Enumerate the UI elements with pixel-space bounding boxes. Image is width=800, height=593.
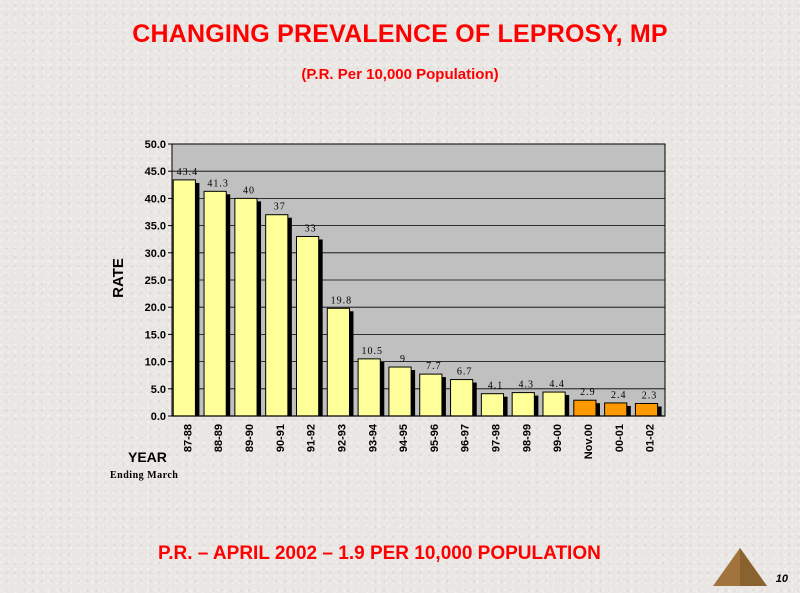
bar-value-label: 41.3 bbox=[207, 178, 229, 189]
bar bbox=[450, 379, 474, 417]
bar bbox=[234, 197, 258, 417]
bar-value-label: 2.4 bbox=[611, 390, 627, 401]
bar-value-label: 4.4 bbox=[549, 379, 565, 390]
bar-value-label: 40 bbox=[243, 185, 255, 196]
y-tick-label: 25.0 bbox=[145, 275, 166, 287]
bar bbox=[265, 214, 289, 417]
x-tick-label: 01-02 bbox=[645, 424, 657, 452]
y-tick-label: 15.0 bbox=[145, 329, 166, 341]
bar-value-label: 37 bbox=[274, 202, 286, 213]
x-tick-label: 94-95 bbox=[398, 424, 410, 452]
x-tick-label: 87-88 bbox=[182, 424, 194, 452]
bar bbox=[480, 393, 505, 417]
bar bbox=[357, 358, 381, 417]
x-tick-label: Nov.00 bbox=[583, 424, 595, 459]
y-axis-label: RATE bbox=[110, 258, 127, 298]
bar bbox=[573, 399, 597, 417]
bar-value-label: 2.3 bbox=[642, 390, 658, 401]
bar bbox=[634, 402, 659, 417]
bar bbox=[203, 190, 227, 417]
bar-value-label: 4.3 bbox=[519, 380, 535, 391]
x-tick-label: 88-89 bbox=[213, 424, 225, 452]
x-tick-label: 99-00 bbox=[552, 424, 564, 452]
bar-value-label: 6.7 bbox=[457, 367, 473, 378]
bar bbox=[542, 391, 566, 417]
slide-title: CHANGING PREVALENCE OF LEPROSY, MP bbox=[132, 20, 668, 48]
y-tick-label: 45.0 bbox=[145, 166, 166, 178]
x-axis-label: YEAR bbox=[128, 449, 167, 465]
x-tick-label: 98-99 bbox=[521, 424, 533, 452]
y-tick-label: 10.0 bbox=[145, 357, 166, 369]
y-tick-label: 5.0 bbox=[151, 384, 166, 396]
y-tick-label: 30.0 bbox=[145, 248, 166, 260]
bar-value-label: 10.5 bbox=[361, 346, 383, 357]
y-tick-label: 50.0 bbox=[145, 139, 166, 151]
x-tick-label: 97-98 bbox=[491, 424, 503, 452]
bar-value-label: 2.9 bbox=[580, 387, 596, 398]
bar-value-label: 43.4 bbox=[177, 167, 199, 178]
x-axis-sublabel: Ending March bbox=[110, 470, 178, 481]
bar-value-label: 4.1 bbox=[488, 381, 504, 392]
x-tick-label: 96-97 bbox=[460, 424, 472, 452]
bar-value-label: 9 bbox=[400, 354, 406, 365]
y-tick-label: 0.0 bbox=[151, 411, 166, 423]
y-tick-label: 20.0 bbox=[145, 302, 166, 314]
bar bbox=[172, 179, 196, 417]
y-tick-label: 40.0 bbox=[145, 193, 166, 205]
bar bbox=[326, 307, 350, 417]
footer-note: P.R. – APRIL 2002 – 1.9 PER 10,000 POPUL… bbox=[158, 543, 601, 564]
bar-value-label: 7.7 bbox=[426, 361, 442, 372]
slide-subtitle: (P.R. Per 10,000 Population) bbox=[301, 66, 499, 83]
bar bbox=[419, 373, 443, 417]
y-tick-label: 35.0 bbox=[145, 221, 166, 233]
page-number: 10 bbox=[775, 573, 788, 585]
x-tick-label: 93-94 bbox=[367, 423, 379, 452]
triangle-next-icon[interactable] bbox=[713, 548, 767, 586]
x-tick-label: 91-92 bbox=[306, 424, 318, 452]
x-tick-label: 89-90 bbox=[244, 424, 256, 452]
x-tick-label: 90-91 bbox=[275, 424, 287, 452]
bar bbox=[295, 235, 320, 417]
x-tick-label: 95-96 bbox=[429, 424, 441, 452]
bar-value-label: 19.8 bbox=[331, 295, 353, 306]
x-tick-label: 92-93 bbox=[336, 424, 348, 452]
bar bbox=[604, 402, 628, 417]
bar bbox=[388, 366, 412, 417]
x-tick-label: 00-01 bbox=[614, 424, 626, 452]
bar bbox=[511, 392, 535, 417]
bar-value-label: 33 bbox=[305, 223, 317, 234]
